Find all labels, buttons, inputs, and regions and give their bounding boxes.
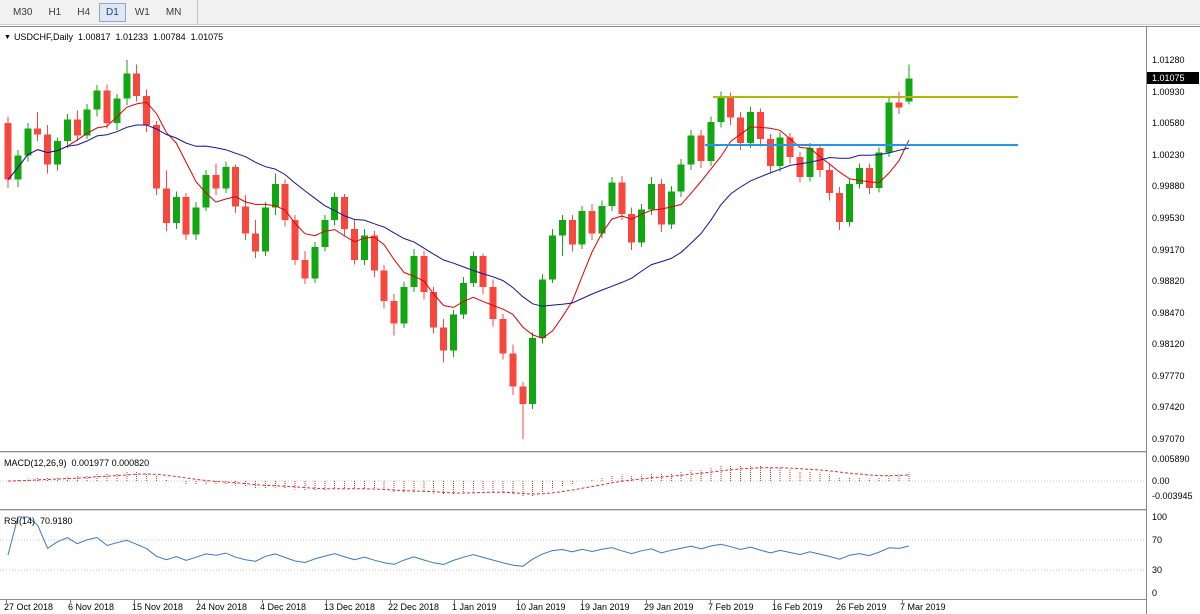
- date-label: 15 Nov 2018: [132, 602, 184, 612]
- timeframe-button-mn[interactable]: MN: [165, 6, 182, 18]
- timeframe-button-m30[interactable]: M30: [13, 6, 33, 18]
- time-axis-separator: [0, 599, 1200, 600]
- high-value: 1.01233: [115, 32, 149, 42]
- open-value: 1.00817: [77, 32, 111, 42]
- timeframe-button-group: M30 H1 H4 D1 W1 MN: [5, 0, 199, 25]
- macd-histogram: [17, 465, 910, 497]
- rsi-canvas[interactable]: [0, 511, 1146, 599]
- price-scale-label: 0.98820: [1152, 276, 1185, 287]
- macd-label: MACD(12,26,9) 0.001977 0.000820: [4, 458, 150, 468]
- time-axis-tick: [454, 600, 455, 603]
- price-scale-label: 1.01280: [1152, 55, 1185, 66]
- time-axis-tick: [838, 600, 839, 603]
- price-scale-label: 0.99170: [1152, 244, 1185, 255]
- time-axis-tick: [70, 600, 71, 603]
- time-axis[interactable]: 27 Oct 2018 6 Nov 2018 15 Nov 2018 24 Nov 2…: [0, 600, 1146, 614]
- ma-slow-line: [7, 124, 910, 307]
- candlestick-chart-canvas[interactable]: [0, 27, 1146, 451]
- panel-splitter[interactable]: [0, 451, 1200, 453]
- price-scale-label: 0.98470: [1152, 307, 1185, 318]
- rsi-value: 70.9180: [40, 516, 73, 526]
- rsi-scale-label: 30: [1152, 565, 1163, 576]
- rsi-scale-label: 0: [1152, 588, 1158, 598]
- price-scale-label: 1.00930: [1152, 86, 1185, 97]
- price-scale-label: 0.98120: [1152, 339, 1185, 350]
- macd-scale-label: -0.003945: [1152, 490, 1193, 501]
- date-label: 7 Feb 2019: [708, 602, 754, 612]
- ma-fast-line: [7, 101, 910, 339]
- rsi-panel[interactable]: RSI(14) 70.9180: [0, 511, 1146, 599]
- date-label: 10 Jan 2019: [516, 602, 566, 612]
- timeframe-button-w1[interactable]: W1: [134, 6, 150, 18]
- time-axis-tick: [902, 600, 903, 603]
- close-value: 1.01075: [190, 32, 224, 42]
- time-axis-tick: [646, 600, 647, 603]
- macd-scale-label: 0.005890: [1152, 454, 1190, 465]
- panel-splitter[interactable]: [0, 509, 1200, 511]
- rsi-scale-label: 100: [1152, 512, 1168, 522]
- time-axis-tick: [390, 600, 391, 603]
- time-axis-tick: [710, 600, 711, 603]
- date-label: 4 Dec 2018: [260, 602, 307, 612]
- price-scale-label: 0.99530: [1152, 212, 1185, 223]
- time-axis-tick: [134, 600, 135, 603]
- date-label: 19 Jan 2019: [580, 602, 630, 612]
- date-label: 29 Jan 2019: [644, 602, 694, 612]
- timeframe-button-d1[interactable]: D1: [99, 2, 126, 22]
- candle-bodies: [4, 73, 913, 404]
- price-scale-label: 1.00580: [1152, 118, 1185, 129]
- current-price-badge: 1.01075: [1147, 72, 1199, 84]
- symbol-name: USDCHF,Daily: [13, 32, 73, 42]
- symbol-caret-icon[interactable]: ▼: [4, 34, 11, 41]
- date-label: 26 Feb 2019: [836, 602, 887, 612]
- date-label: 7 Mar 2019: [900, 602, 946, 612]
- macd-canvas[interactable]: [0, 453, 1146, 509]
- date-label: 22 Dec 2018: [388, 602, 440, 612]
- rsi-label: RSI(14) 70.9180: [4, 516, 73, 526]
- price-scale[interactable]: 1.01280 1.00930 1.00580 1.00230 0.99880 0.995…: [1146, 27, 1200, 614]
- rsi-scale-label: 70: [1152, 534, 1163, 545]
- price-panel[interactable]: ▼ USDCHF,Daily 1.00817 1.01233 1.00784 1.0107…: [0, 27, 1146, 451]
- timeframe-button-h1[interactable]: H1: [48, 6, 62, 18]
- low-value: 1.00784: [153, 32, 186, 42]
- timeframe-button-h4[interactable]: H4: [77, 6, 91, 18]
- date-label: 16 Feb 2019: [772, 602, 823, 612]
- time-axis-tick: [262, 600, 263, 603]
- chart-area: ▼ USDCHF,Daily 1.00817 1.01233 1.00784 1.0107…: [0, 26, 1200, 614]
- macd-signal-line: [7, 467, 909, 495]
- date-label: 27 Oct 2018: [4, 602, 54, 612]
- rsi-line: [7, 516, 910, 567]
- time-axis-tick: [582, 600, 583, 603]
- price-scale-label: 0.99880: [1152, 181, 1185, 192]
- date-label: 13 Dec 2018: [324, 602, 376, 612]
- price-scale-label: 0.97770: [1152, 370, 1185, 381]
- date-label: 6 Nov 2018: [68, 602, 115, 612]
- time-axis-tick: [518, 600, 519, 603]
- price-scale-label: 0.97070: [1152, 433, 1185, 444]
- macd-panel[interactable]: MACD(12,26,9) 0.001977 0.000820: [0, 453, 1146, 509]
- time-axis-tick: [326, 600, 327, 603]
- price-scale-label: 0.97420: [1152, 402, 1185, 413]
- symbol-ohlc-label: ▼ USDCHF,Daily 1.00817 1.01233 1.00784 1.0107…: [4, 32, 223, 42]
- macd-values: 0.001977 0.000820: [71, 458, 150, 468]
- time-axis-tick: [198, 600, 199, 603]
- price-scale-label: 1.00230: [1152, 149, 1185, 160]
- date-label: 24 Nov 2018: [196, 602, 248, 612]
- time-axis-tick: [6, 600, 7, 603]
- date-label: 1 Jan 2019: [452, 602, 497, 612]
- timeframe-toolbar: M30 H1 H4 D1 W1 MN: [0, 0, 1200, 25]
- macd-scale-label: 0.00: [1152, 476, 1170, 486]
- time-axis-tick: [774, 600, 775, 603]
